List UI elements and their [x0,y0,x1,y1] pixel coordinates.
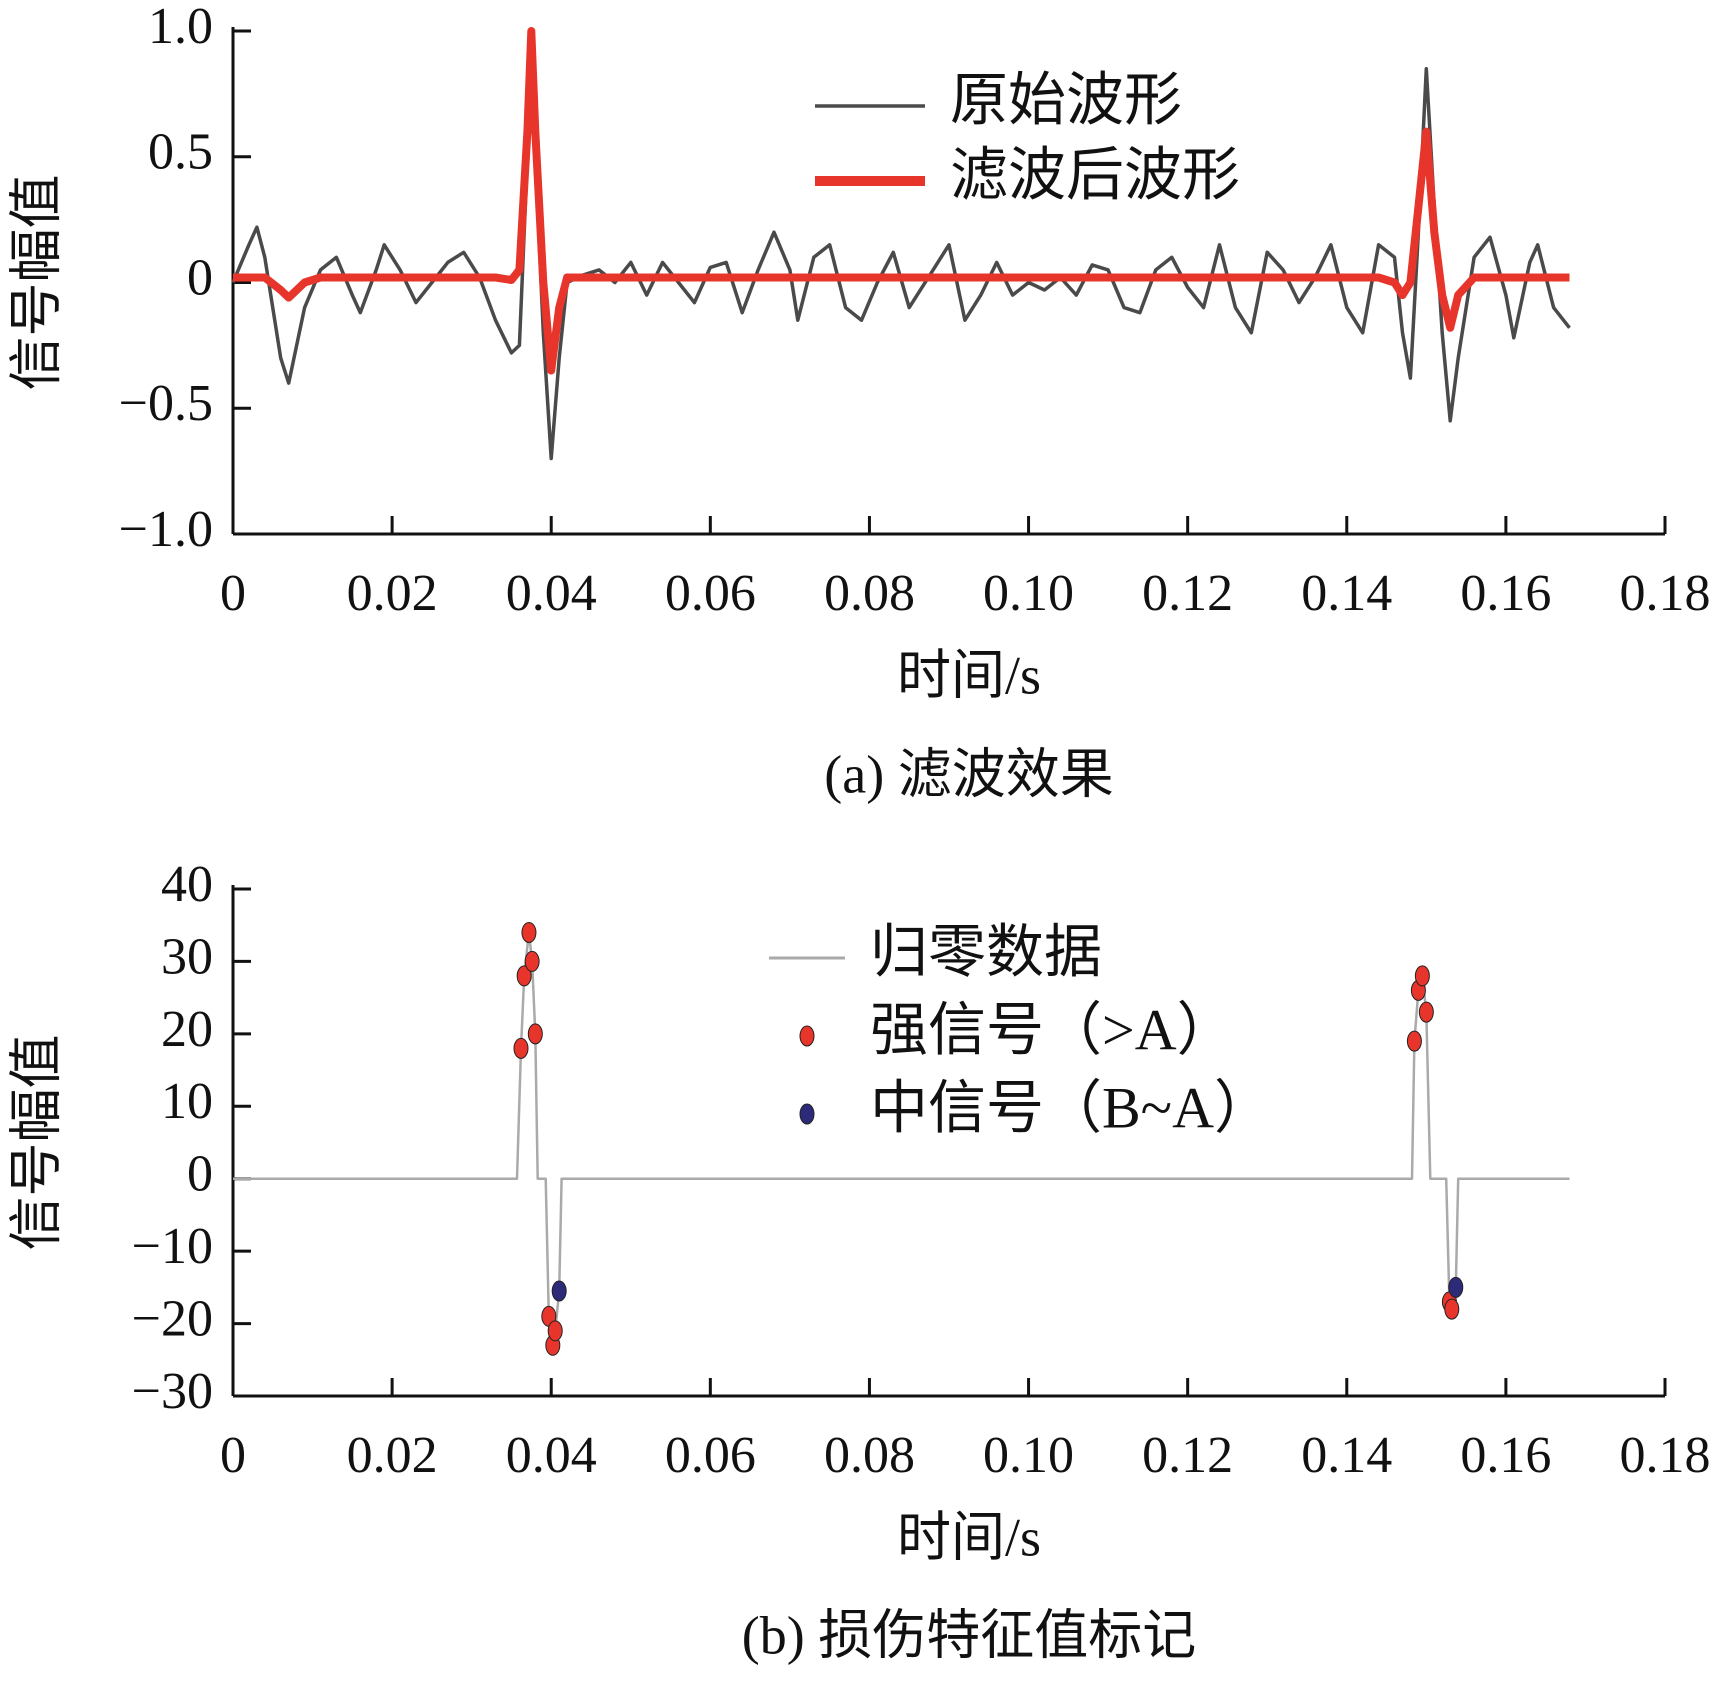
x-tick-label: 0.16 [1460,1427,1551,1484]
x-tick-label: 0.10 [983,1427,1074,1484]
y-tick-label: 20 [161,1001,213,1058]
x-tick-label: 0 [220,565,246,622]
y-tick-label: 40 [161,856,213,913]
legend-marker [799,1103,815,1125]
x-tick-label: 0.10 [983,565,1074,622]
legend-label: 强信号（>A） [870,997,1235,1062]
x-tick-label: 0.12 [1142,565,1233,622]
y-tick-label: −20 [132,1291,213,1348]
y-tick-label: 10 [161,1073,213,1130]
y-tick-label: 1.0 [148,0,213,55]
data-point [1414,965,1430,987]
x-tick-label: 0.02 [347,565,438,622]
legend-label: 中信号（B~A） [870,1075,1272,1140]
x-tick-label: 0.04 [506,565,597,622]
y-tick-label: −30 [132,1363,213,1420]
caption: (b) 损伤特征值标记 [742,1605,1196,1665]
x-tick-label: 0.14 [1301,565,1392,622]
y-tick-label: 30 [161,928,213,985]
x-tick-label: 0.06 [665,1427,756,1484]
y-tick-label: −0.5 [119,375,213,432]
data-point [516,965,532,987]
x-tick-label: 0.08 [824,1427,915,1484]
legend-label: 原始波形 [950,67,1182,132]
x-tick-label: 0.08 [824,565,915,622]
y-tick-label: −1.0 [119,501,213,558]
data-point [1418,1001,1434,1023]
x-axis-label: 时间/s [897,1507,1041,1567]
x-tick-label: 0.18 [1620,565,1711,622]
legend-label: 滤波后波形 [950,142,1240,207]
data-point [1444,1298,1460,1320]
x-tick-label: 0.02 [347,1427,438,1484]
data-point [551,1280,567,1302]
data-point [524,950,540,972]
x-tick-label: 0.18 [1620,1427,1711,1484]
x-tick-label: 0.14 [1301,1427,1392,1484]
x-tick-label: 0 [220,1427,246,1484]
data-point [527,1023,543,1045]
x-tick-label: 0.04 [506,1427,597,1484]
data-point [1406,1030,1422,1052]
data-line [231,29,1571,461]
y-tick-label: 0 [187,249,213,306]
data-point [1448,1276,1464,1298]
y-axis-label: 信号幅值 [6,175,66,391]
x-tick-label: 0.16 [1460,565,1551,622]
legend-label: 归零数据 [870,919,1102,984]
data-line [233,27,1570,375]
x-axis-label: 时间/s [897,645,1041,705]
y-tick-label: −10 [132,1218,213,1275]
x-tick-label: 0.12 [1142,1427,1233,1484]
y-tick-label: 0.5 [148,124,213,181]
data-point [521,921,537,943]
caption: (a) 滤波效果 [824,744,1113,804]
data-point [547,1320,563,1342]
x-tick-label: 0.06 [665,565,756,622]
y-axis-label: 信号幅值 [6,1035,66,1251]
y-tick-label: 0 [187,1146,213,1203]
legend-marker [799,1025,815,1047]
data-point [513,1037,529,1059]
